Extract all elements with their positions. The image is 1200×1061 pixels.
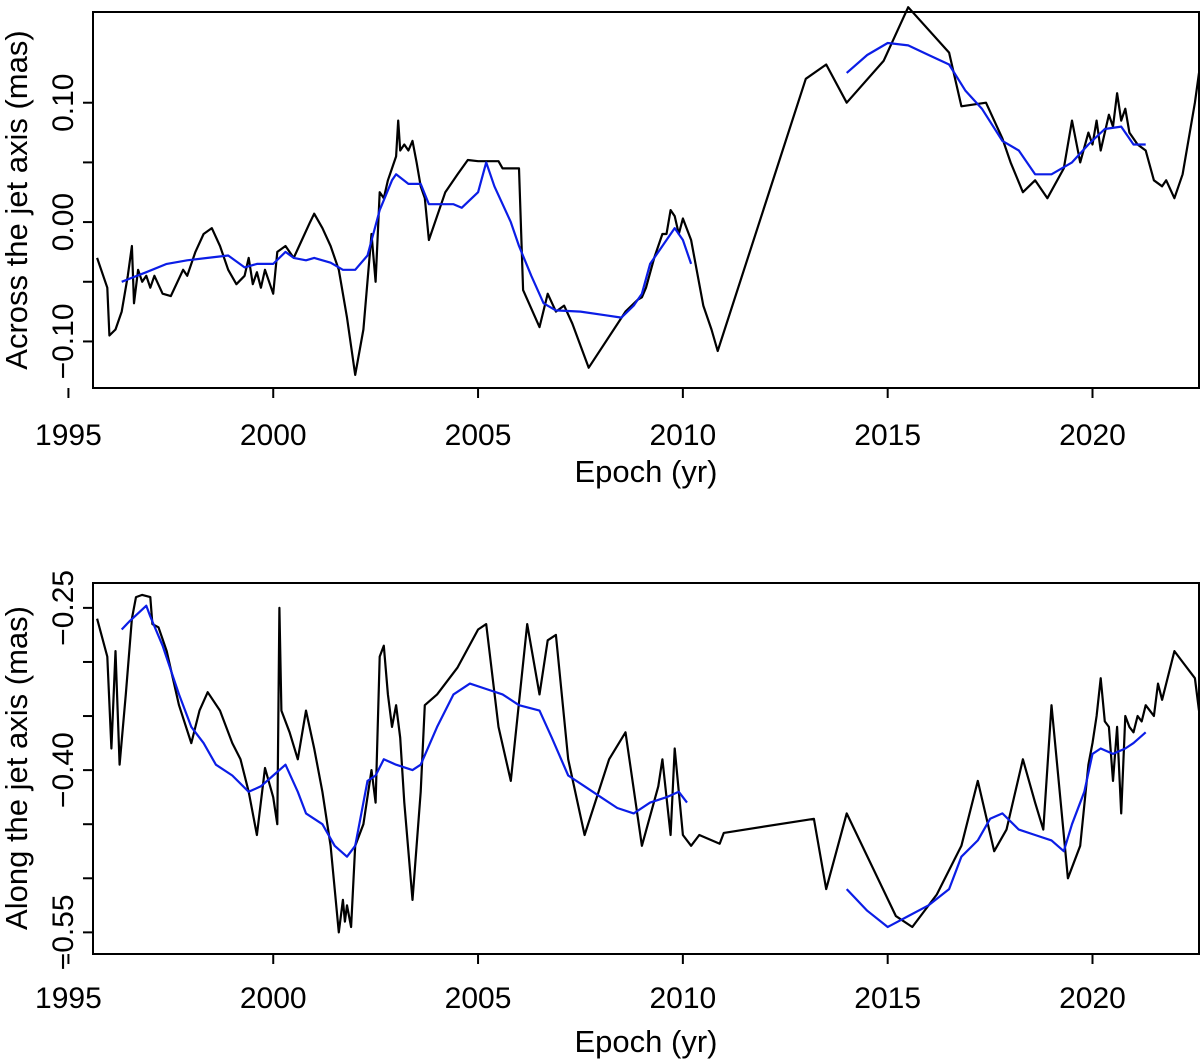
x-tick-label-2000: 2000: [240, 419, 307, 452]
series-lines-bottom: [96, 593, 1200, 934]
y-tick-label: 0.10: [47, 74, 80, 132]
x-tick-label-1995: 1995: [35, 982, 102, 1015]
x-tick-label-1995: 1995: [35, 419, 102, 452]
x-tick-label-2005: 2005: [445, 419, 512, 452]
x-tick-label-2015: 2015: [854, 419, 921, 452]
y-tick-label: −0.40: [47, 732, 80, 808]
series-line-black-0: [96, 593, 1200, 934]
plot-frame-top: [92, 11, 1200, 389]
series-line-blue-0: [120, 604, 688, 858]
series-line-black-0: [96, 6, 1200, 376]
plot-frame-bottom: [92, 582, 1200, 955]
x-tick-label-2005: 2005: [445, 982, 512, 1015]
x-tick-label-2020: 2020: [1059, 419, 1126, 452]
y-axis-label-bottom: Along the jet axis (mas): [0, 606, 34, 930]
series-lines-top: [96, 6, 1200, 376]
series-line-blue-1: [845, 731, 1147, 929]
x-tick-label-2010: 2010: [649, 419, 716, 452]
y-tick-label: −0.25: [47, 570, 80, 646]
y-tick-label: −0.10: [47, 303, 80, 379]
x-tick-label-2015: 2015: [854, 982, 921, 1015]
panel-across-jet-axis: 1995 2000 2005 2010 2015 2020 −0.10 0.00 0.10 Ep…: [0, 6, 1200, 489]
x-axis-label-top: Epoch (yr): [575, 454, 718, 489]
series-line-blue-1: [845, 41, 1146, 176]
y-tick-label: −0.55: [47, 894, 80, 970]
panel-along-jet-axis: 1995 2000 2005 2010 2015 2020−0.25−0.40−0.55 …: [0, 570, 1200, 1059]
x-axis-label-bottom: Epoch (yr): [575, 1024, 718, 1059]
y-tick-label: 0.00: [47, 193, 80, 251]
x-tick-label-2020: 2020: [1059, 982, 1126, 1015]
y-axis-label-top: Across the jet axis (mas): [0, 30, 34, 369]
axis-ticks-top: 1995 2000 2005 2010 2015 2020 −0.10 0.00 0.10: [35, 74, 1126, 452]
x-tick-label-2010: 2010: [649, 982, 716, 1015]
axis-ticks-bottom: 1995 2000 2005 2010 2015 2020 −0.25 −0.40 −0.55: [35, 570, 1126, 1015]
series-line-blue-0: [121, 161, 693, 319]
x-tick-label-2000: 2000: [240, 982, 307, 1015]
